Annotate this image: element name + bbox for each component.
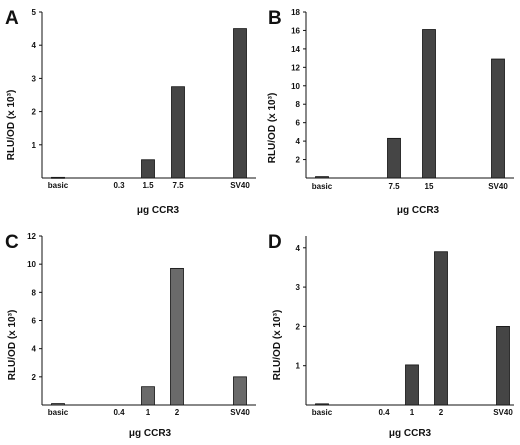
x-tick-label-c: 0.4: [113, 408, 125, 417]
y-tick-label-c: 6: [32, 317, 37, 326]
x-axis-label-b: μg CCR3: [397, 205, 440, 216]
y-tick-label-a: 1: [32, 141, 37, 150]
x-tick-label-d: SV40: [493, 408, 513, 417]
x-tick-label-b: SV40: [488, 182, 508, 191]
panel-letter-b: B: [268, 8, 282, 29]
x-tick-label-d: 0.4: [378, 408, 390, 417]
y-tick-label-c: 4: [32, 345, 37, 354]
x-tick-label-b: 7.5: [388, 182, 400, 191]
bar-d-0: [315, 403, 329, 406]
x-tick-label-c: basic: [48, 408, 69, 417]
x-tick-label-d: 2: [439, 408, 444, 417]
y-tick-label-a: 2: [32, 108, 37, 117]
bar-c-2: [141, 386, 155, 406]
y-tick-label-b: 14: [291, 45, 300, 54]
bar-d-2: [405, 364, 419, 406]
x-tick-label-a: 0.3: [113, 181, 125, 190]
y-tick-label-c: 12: [27, 232, 36, 241]
bar-a-0: [51, 176, 65, 179]
x-axis-label-c: μg CCR3: [129, 428, 172, 439]
bar-a-4: [233, 28, 247, 179]
y-tick-label-b: 18: [291, 8, 300, 17]
y-tick-label-b: 16: [291, 26, 300, 35]
x-tick-label-a: SV40: [230, 181, 250, 190]
y-tick-label-c: 2: [32, 373, 37, 382]
y-tick-label-b: 10: [291, 82, 300, 91]
y-tick-label-b: 6: [296, 119, 301, 128]
y-axis-label-c: RLU/OD (x 10³): [7, 310, 18, 381]
y-axis-label-a: RLU/OD (x 10³): [6, 90, 17, 161]
bar-a-3: [171, 86, 185, 179]
x-tick-label-a: 1.5: [142, 181, 154, 190]
x-tick-label-a: 7.5: [172, 181, 184, 190]
x-tick-label-a: basic: [48, 181, 69, 190]
y-tick-label-b: 8: [296, 100, 301, 109]
y-axis-label-d: RLU/OD (x 10³): [272, 310, 283, 381]
y-tick-label-b: 12: [291, 63, 300, 72]
y-tick-label-a: 5: [32, 8, 37, 17]
chart-panel-d: D RLU/OD (x 10³) μg CCR3 1 2 3 4 basic 0.4 1 2 S…: [268, 232, 514, 439]
bar-d-3: [434, 251, 448, 406]
panel-letter-a: A: [5, 8, 19, 29]
bar-c-3: [170, 267, 184, 406]
x-tick-label-d: 1: [410, 408, 415, 417]
y-tick-label-d: 1: [296, 362, 301, 371]
panel-letter-c: C: [5, 232, 19, 253]
x-tick-label-c: 1: [146, 408, 151, 417]
x-axis-label-a: μg CCR3: [137, 205, 180, 216]
bar-a-2: [141, 159, 155, 179]
x-tick-label-b: 15: [425, 182, 434, 191]
bar-c-4: [233, 376, 247, 406]
bar-b-1: [387, 137, 401, 179]
panel-letter-d: D: [268, 232, 282, 253]
y-axis-label-b: RLU/OD (x 10³): [267, 93, 278, 164]
y-tick-label-a: 4: [32, 41, 37, 50]
x-tick-label-c: 2: [175, 408, 180, 417]
bar-b-2: [422, 29, 436, 179]
chart-panel-a: A RLU/OD (x 10³) μg CCR3 1 2 3 4 5 basic 0.3 1.…: [5, 8, 256, 216]
x-tick-label-b: basic: [312, 182, 333, 191]
y-tick-label-c: 8: [32, 288, 37, 297]
bar-c-0: [51, 403, 65, 406]
y-tick-label-b: 2: [296, 156, 301, 165]
x-axis-label-d: μg CCR3: [389, 428, 432, 439]
y-tick-label-d: 3: [296, 283, 301, 292]
x-tick-label-d: basic: [312, 408, 333, 417]
bar-d-4: [496, 325, 510, 406]
x-tick-label-c: SV40: [230, 408, 250, 417]
y-tick-label-a: 3: [32, 74, 37, 83]
bar-b-0: [315, 176, 329, 179]
bar-b-3: [491, 58, 505, 179]
chart-panel-b: B RLU/OD (x 10³) μg CCR3 2 4 6 8 10 12 14 16 18 b…: [267, 8, 514, 216]
y-tick-label-d: 4: [296, 244, 301, 253]
y-tick-label-c: 10: [27, 260, 36, 269]
y-tick-label-b: 4: [296, 137, 301, 146]
y-tick-label-d: 2: [296, 322, 301, 331]
